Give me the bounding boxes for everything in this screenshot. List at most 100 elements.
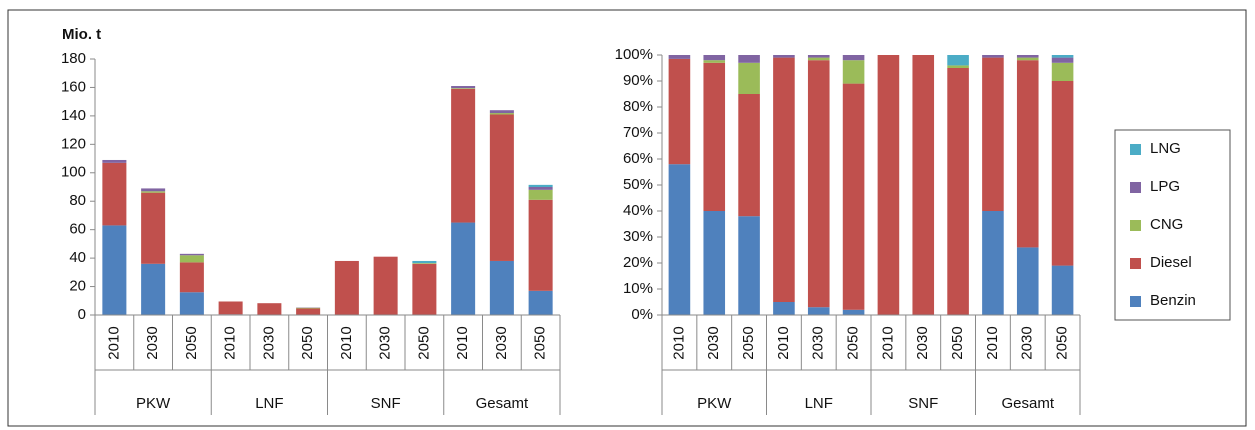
bar-segment [947,68,969,315]
bar-segment [528,187,553,190]
bar-segment [773,302,795,315]
bar-segment [489,260,514,315]
x-tick-label: 2030 [705,326,722,359]
bar-segment [179,292,204,315]
bar-segment [738,55,760,63]
bar-segment [451,88,476,223]
y-tick-label: 140 [61,107,86,124]
bar-segment [807,307,830,315]
legend-label: Benzin [1150,292,1196,309]
y-tick-label: 0% [631,306,653,323]
y-tick-label: 50% [623,176,653,193]
group-label: SNF [371,395,401,412]
bar-segment [141,263,166,315]
bar-segment [296,308,321,315]
x-tick-label: 2030 [377,326,394,359]
y-tick-label: 20 [69,278,86,295]
x-tick-label: 2010 [984,326,1001,359]
y-tick-label: 70% [623,124,653,141]
bar-segment [451,88,476,89]
group-label: LNF [805,395,833,412]
x-tick-label: 2010 [222,326,239,359]
frame [7,9,1247,427]
bar-segment [451,86,476,89]
bar-segment [668,164,691,315]
bar-segment [947,65,969,68]
y-tick-label: 10% [623,280,653,297]
x-tick-label: 2050 [1054,326,1071,359]
bar-segment [179,253,204,256]
x-tick-label: 2050 [949,326,966,359]
bar-segment [528,290,553,315]
bar-segment [1016,55,1039,58]
x-tick-label: 2050 [415,326,432,359]
bar-segment [528,184,553,187]
bar-segment [1051,62,1074,81]
x-tick-label: 2010 [775,326,792,359]
bar-segment [947,55,969,66]
x-tick-label: 2050 [532,326,549,359]
bar-segment [773,55,795,58]
bar-segment [141,188,166,192]
x-tick-label: 2030 [260,326,277,359]
x-tick-label: 2010 [105,326,122,359]
group-label: Gesamt [476,395,529,412]
y-tick-label: 80% [623,98,653,115]
bar-segment [668,55,691,59]
bar-segment [982,211,1004,315]
x-tick-label: 2050 [183,326,200,359]
bar-segment [807,60,830,308]
legend-label: LPG [1150,178,1180,195]
bar-segment [738,94,760,217]
y-tick-label: 60% [623,150,653,167]
bar-segment [703,62,726,211]
y-tick-label: 0 [78,306,86,323]
bar-segment [1051,57,1074,63]
bar-segment [738,216,760,315]
y-tick-label: 20% [623,254,653,271]
bar-segment [257,303,282,315]
y-tick-label: 40% [623,202,653,219]
bar-segment [912,55,935,315]
bar-segment [1016,57,1039,61]
bar-segment [807,57,830,61]
bar-segment [102,162,127,226]
x-tick-label: 2050 [845,326,862,359]
x-tick-label: 2010 [879,326,896,359]
bar-segment [102,159,127,163]
bar-segment [842,60,865,84]
x-tick-label: 2010 [338,326,355,359]
bar-segment [141,192,166,264]
y-tick-label: 180 [61,50,86,67]
y-tick-label: 30% [623,228,653,245]
bar-segment [334,260,359,315]
group-label: Gesamt [1001,395,1054,412]
bar-segment [179,255,204,263]
bar-segment [668,58,691,165]
y-tick-label: 100 [61,164,86,181]
bar-segment [1016,247,1039,315]
bar-segment [102,225,127,315]
bar-segment [982,57,1004,211]
bar-segment [773,57,795,302]
legend-swatch [1130,296,1141,307]
bar-segment [1051,265,1074,315]
group-label: SNF [908,395,938,412]
x-tick-label: 2030 [914,326,931,359]
bar-segment [489,114,514,261]
legend-swatch [1130,144,1141,155]
group-label: PKW [136,395,171,412]
x-tick-label: 2030 [493,326,510,359]
bar-segment [1051,81,1074,266]
bar-segment [412,260,437,264]
x-tick-label: 2010 [454,326,471,359]
x-tick-label: 2050 [299,326,316,359]
y-tick-label: 60 [69,221,86,238]
group-label: LNF [255,395,283,412]
y-tick-label: 40 [69,249,86,266]
bar-segment [296,307,321,309]
bar-segment [807,55,830,58]
y-tick-label: 160 [61,78,86,95]
x-tick-label: 2050 [740,326,757,359]
